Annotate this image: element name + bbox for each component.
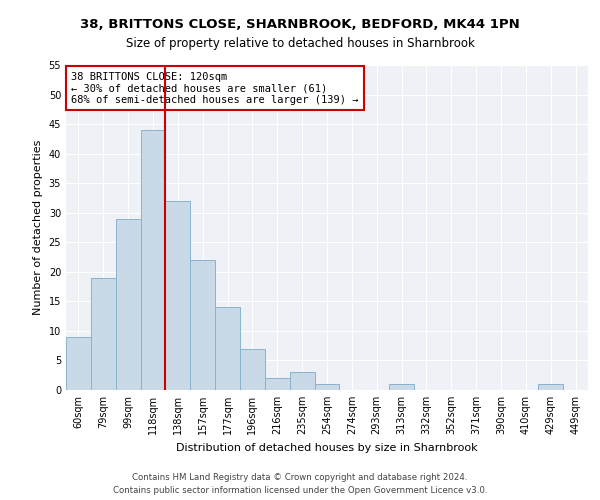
Bar bbox=[140, 130, 166, 390]
Bar bbox=[215, 308, 240, 390]
Bar bbox=[265, 378, 290, 390]
Bar bbox=[389, 384, 414, 390]
Bar bbox=[66, 337, 91, 390]
Bar bbox=[116, 218, 140, 390]
Text: 38, BRITTONS CLOSE, SHARNBROOK, BEDFORD, MK44 1PN: 38, BRITTONS CLOSE, SHARNBROOK, BEDFORD,… bbox=[80, 18, 520, 30]
Bar bbox=[240, 348, 265, 390]
Bar bbox=[190, 260, 215, 390]
Bar bbox=[538, 384, 563, 390]
Bar bbox=[314, 384, 340, 390]
Text: Contains HM Land Registry data © Crown copyright and database right 2024.
Contai: Contains HM Land Registry data © Crown c… bbox=[113, 474, 487, 495]
Text: Size of property relative to detached houses in Sharnbrook: Size of property relative to detached ho… bbox=[125, 38, 475, 51]
Y-axis label: Number of detached properties: Number of detached properties bbox=[33, 140, 43, 315]
X-axis label: Distribution of detached houses by size in Sharnbrook: Distribution of detached houses by size … bbox=[176, 442, 478, 452]
Text: 38 BRITTONS CLOSE: 120sqm
← 30% of detached houses are smaller (61)
68% of semi-: 38 BRITTONS CLOSE: 120sqm ← 30% of detac… bbox=[71, 72, 359, 104]
Bar bbox=[290, 372, 314, 390]
Bar bbox=[166, 201, 190, 390]
Bar bbox=[91, 278, 116, 390]
